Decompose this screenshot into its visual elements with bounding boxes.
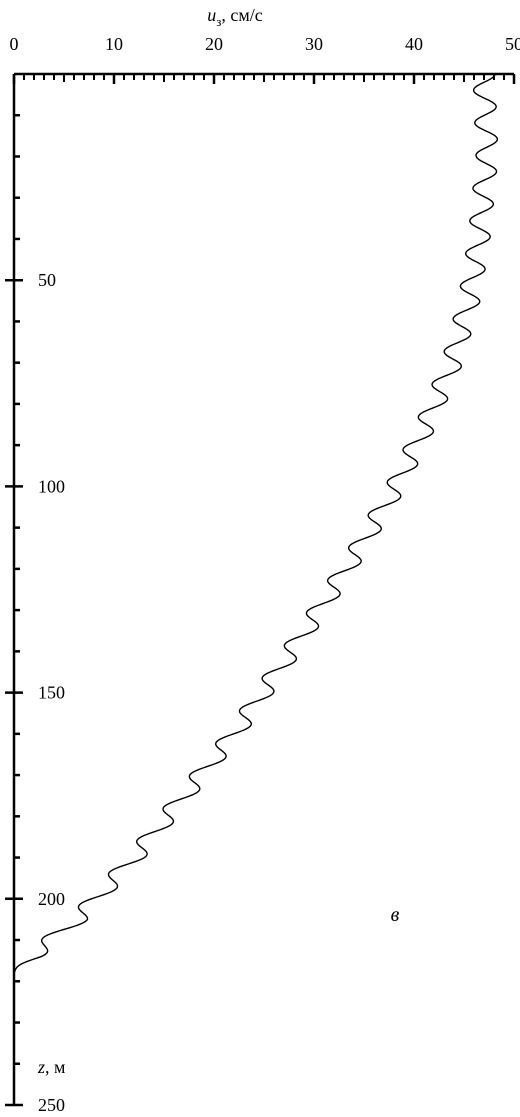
- y-tick-label: 250: [38, 1095, 65, 1115]
- x-tick-label: 30: [305, 34, 323, 54]
- x-axis: [12, 72, 516, 84]
- x-axis-title: uз, см/с: [207, 5, 263, 29]
- x-tick-labels: 0 10 20 30 40 50: [10, 34, 520, 54]
- y-tick-label: 150: [38, 683, 65, 703]
- series-line: [13, 73, 499, 974]
- x-tick-label: 0: [10, 34, 19, 54]
- y-axis: [5, 74, 23, 1107]
- x-tick-label: 50: [505, 34, 520, 54]
- y-tick-label: 100: [38, 476, 65, 496]
- panel-label: в: [391, 904, 400, 926]
- y-tick-label: 50: [38, 270, 56, 290]
- y-axis-title: z, м: [37, 1057, 65, 1077]
- x-tick-label: 20: [205, 34, 223, 54]
- y-tick-label: 200: [38, 889, 65, 909]
- x-tick-label: 10: [105, 34, 123, 54]
- y-tick-labels: 50 100 150 200 250: [38, 270, 65, 1115]
- x-tick-label: 40: [405, 34, 423, 54]
